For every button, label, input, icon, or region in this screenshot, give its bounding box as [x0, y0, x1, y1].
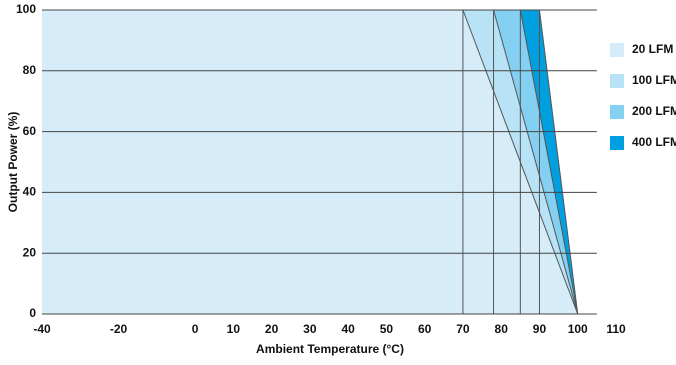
legend-label: 100 LFM [632, 73, 676, 87]
x-tick-label: 70 [456, 322, 470, 336]
derating-line [493, 9, 579, 315]
x-tick-label: 50 [380, 322, 394, 336]
x-tick-label: 100 [568, 322, 588, 336]
derating-line [538, 9, 579, 315]
x-tick-label: 110 [606, 322, 626, 336]
legend-swatch [610, 74, 624, 88]
x-tick-label: 20 [265, 322, 279, 336]
y-tick-label: 80 [23, 63, 37, 77]
derating-line [462, 9, 579, 315]
legend-swatch [610, 105, 624, 119]
legend-label: 20 LFM [632, 42, 673, 56]
y-tick-label: 20 [23, 245, 37, 259]
legend-swatch [610, 43, 624, 57]
y-axis-label: Output Power (%) [6, 112, 20, 213]
area [42, 10, 578, 314]
y-tick-label: 0 [29, 306, 36, 320]
x-tick-label: -40 [33, 322, 51, 336]
y-tick-label: 100 [16, 2, 36, 16]
x-tick-label: 40 [341, 322, 355, 336]
legend-label: 200 LFM [632, 104, 676, 118]
legend-label: 400 LFM [632, 135, 676, 149]
x-tick-label: 10 [227, 322, 241, 336]
x-axis-label: Ambient Temperature (°C) [256, 342, 404, 356]
y-tick-label: 40 [23, 185, 37, 199]
legend-swatch [610, 136, 624, 150]
x-tick-label: 90 [533, 322, 547, 336]
derating-line [519, 9, 579, 315]
x-tick-label: 0 [192, 322, 199, 336]
x-tick-label: 30 [303, 322, 317, 336]
y-tick-label: 60 [23, 124, 37, 138]
x-tick-label: 60 [418, 322, 432, 336]
x-tick-label: -20 [110, 322, 128, 336]
x-tick-label: 80 [495, 322, 509, 336]
